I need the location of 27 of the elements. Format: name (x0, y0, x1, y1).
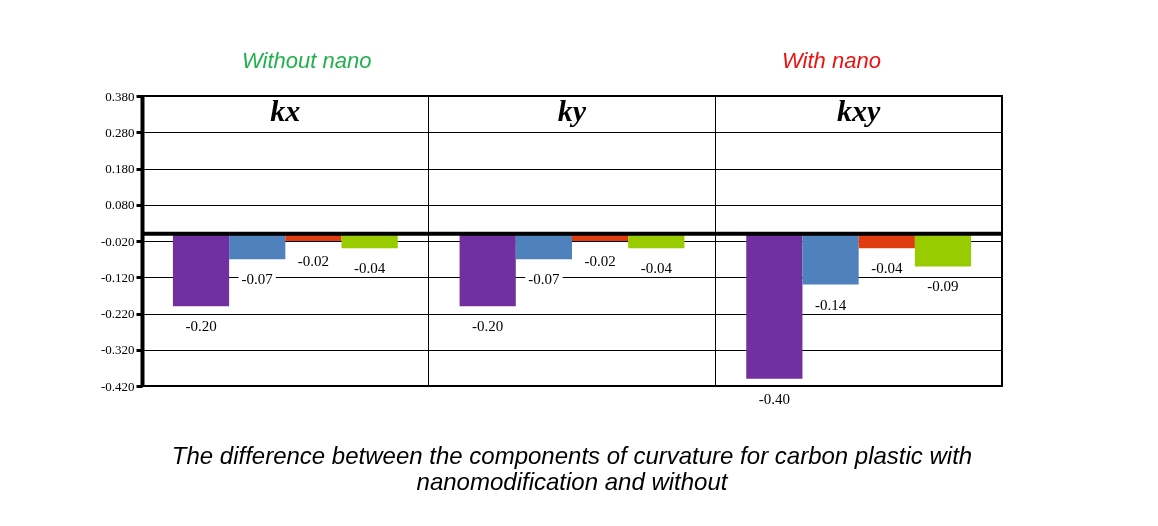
y-tick-label: -0.020 (100, 233, 135, 249)
data-label: -0.02 (297, 253, 330, 269)
y-tick-label: 0.080 (105, 197, 135, 213)
y-tick-label: 0.280 (105, 124, 135, 140)
y-tick-label: -0.120 (100, 269, 135, 285)
x-tick-label: ky (557, 93, 587, 127)
text: With nano (782, 48, 881, 73)
data-label: -0.07 (528, 271, 561, 288)
data-label: -0.09 (927, 278, 959, 295)
data-label: -0.40 (758, 390, 790, 407)
data-label: -0.20 (185, 318, 217, 335)
y-tick-label: -0.220 (100, 306, 135, 321)
x-tick-label: kx (270, 93, 301, 127)
data-label: -0.07 (241, 271, 274, 288)
text: The difference between the components of curvature for carbon plastic with nanomodification and without (171, 441, 973, 495)
data-label: -0.14 (814, 296, 847, 313)
data-label: -0.20 (472, 318, 504, 335)
y-tick-label: 0.180 (105, 161, 135, 176)
y-tick-label: 0.380 (105, 88, 135, 104)
x-tick-label: kxy (837, 93, 881, 127)
y-tick-label: -0.320 (100, 342, 135, 358)
text: Without nano (242, 48, 372, 73)
y-tick-label: -0.420 (100, 378, 135, 394)
data-label: -0.02 (584, 253, 616, 269)
data-label: -0.04 (354, 260, 386, 277)
data-label: -0.04 (871, 260, 903, 277)
data-label: -0.04 (640, 260, 673, 277)
